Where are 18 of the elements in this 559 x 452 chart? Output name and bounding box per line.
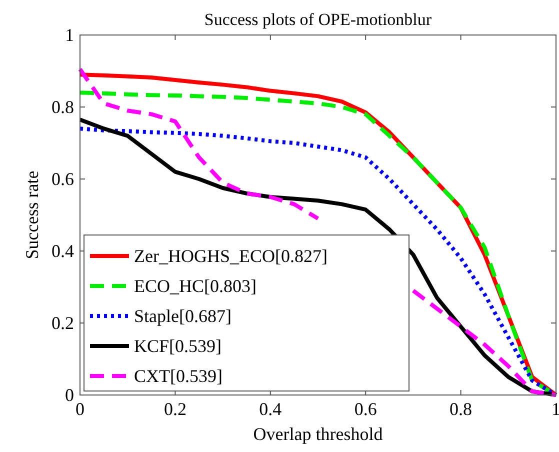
x-tick-label: 0.2 [164, 399, 186, 419]
x-axis-title: Overlap threshold [253, 424, 383, 444]
y-tick-label: 0.4 [52, 241, 74, 261]
legend-label: Staple[0.687] [134, 306, 232, 326]
x-tick-label: 0.4 [259, 399, 282, 419]
y-tick-label: 0.6 [52, 169, 74, 189]
y-tick-label: 0 [65, 385, 74, 405]
x-tick-label: 0.8 [450, 399, 472, 419]
legend-label: KCF[0.539] [134, 336, 222, 356]
legend-label: Zer_HOGHS_ECO[0.827] [134, 246, 328, 266]
x-tick-label: 0.6 [354, 399, 377, 419]
y-tick-label: 0.2 [52, 313, 74, 333]
y-axis-title: Success rate [22, 170, 42, 260]
legend-label: ECO_HC[0.803] [134, 276, 256, 296]
y-tick-label: 1 [65, 25, 74, 45]
chart-title: Success plots of OPE-motionblur [204, 10, 432, 29]
legend-label: CXT[0.539] [134, 366, 222, 386]
y-tick-label: 0.8 [52, 97, 74, 117]
